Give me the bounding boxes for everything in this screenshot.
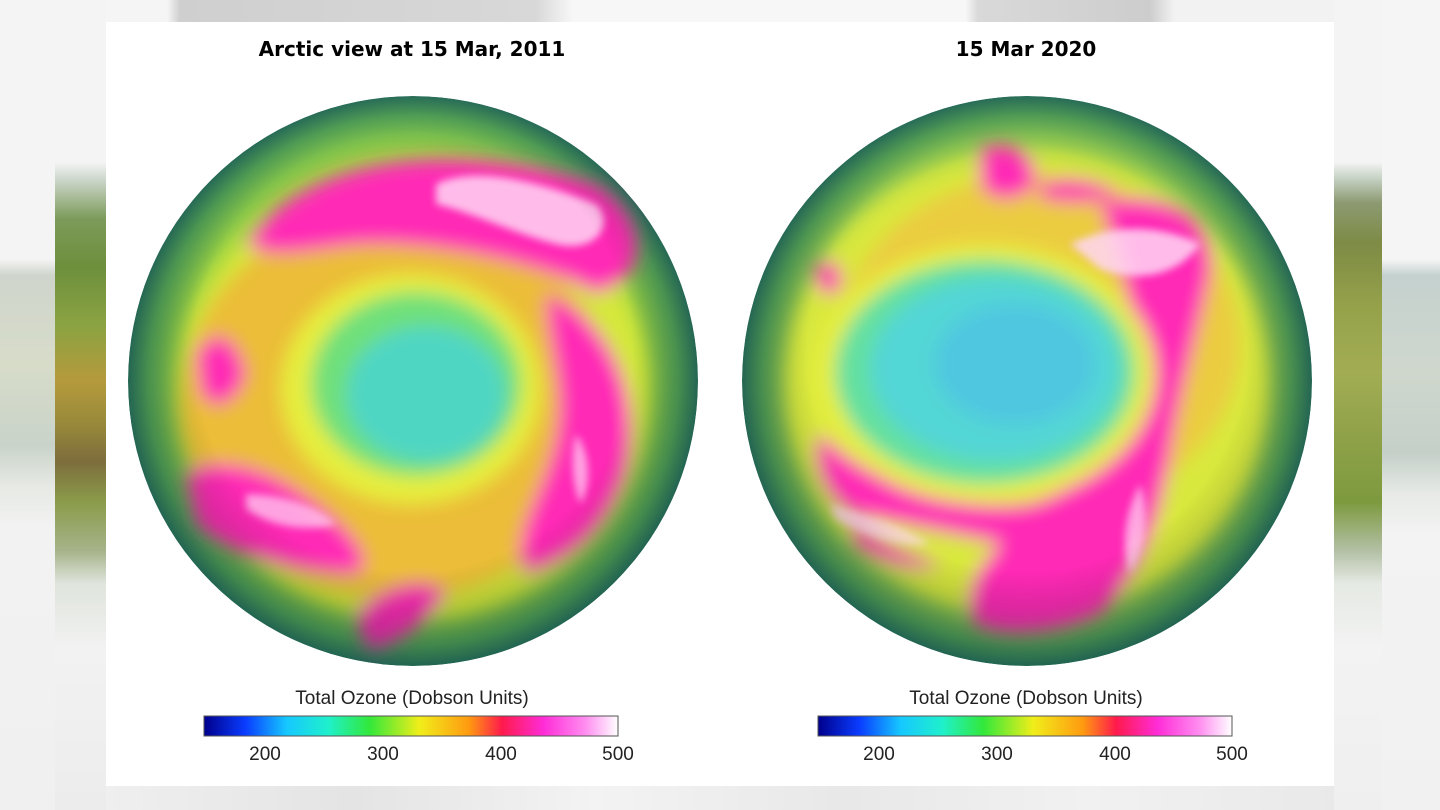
map-title-2020: 15 Mar 2020 [955,37,1097,61]
colorbar-tick-2020: 400 [1099,744,1131,765]
background-left-edge [0,0,106,810]
ozone-globe-2020 [742,96,1312,666]
background-top-edge [106,0,1334,22]
colorbar-tick-2020: 200 [863,744,895,765]
background-right-edge [1334,0,1440,810]
colorbar-2011 [203,715,619,737]
colorbar-tick-2011: 300 [367,744,399,765]
background-bottom-edge [106,786,1334,810]
colorbar-tick-2011: 200 [249,744,281,765]
colorbar-label-2011: Total Ozone (Dobson Units) [295,688,529,709]
colorbar-2020 [817,715,1233,737]
colorbar-tick-2020: 300 [981,744,1013,765]
colorbar-label-2020: Total Ozone (Dobson Units) [909,688,1143,709]
ozone-comparison-panel: Arctic view at 15 Mar, 2011 [106,22,1334,786]
ozone-globe-2011 [128,96,698,666]
map-title-2011: Arctic view at 15 Mar, 2011 [258,37,566,61]
colorbar-tick-2011: 500 [602,744,634,765]
colorbar-tick-2011: 400 [485,744,517,765]
colorbar-tick-2020: 500 [1216,744,1248,765]
